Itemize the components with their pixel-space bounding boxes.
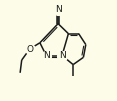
Text: N: N (55, 5, 61, 14)
Text: O: O (26, 45, 33, 54)
Text: N: N (59, 51, 65, 60)
Text: N: N (43, 51, 50, 60)
